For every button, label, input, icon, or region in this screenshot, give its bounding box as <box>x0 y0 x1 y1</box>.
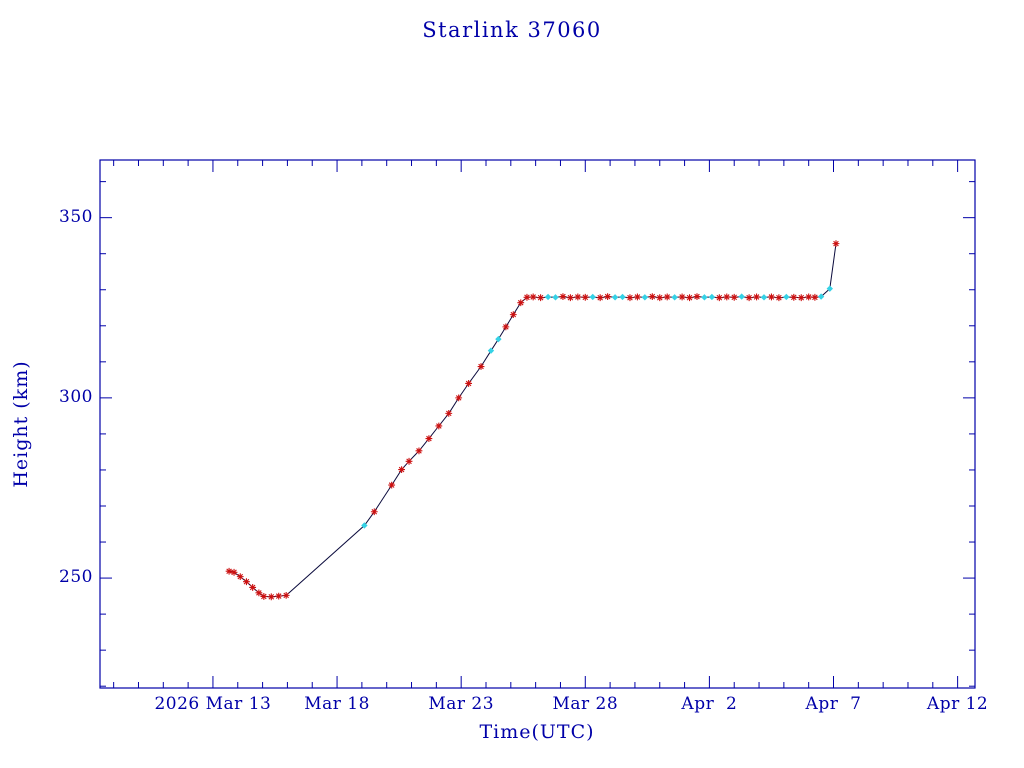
marker-red-asterisk <box>517 299 525 307</box>
marker-cyan-diamond <box>611 294 619 301</box>
marker-red-asterisk <box>693 293 701 300</box>
marker-red-asterisk <box>425 435 433 442</box>
marker-cyan-diamond <box>361 522 368 529</box>
y-axis-label: Height (km) <box>10 360 32 488</box>
marker-red-asterisk <box>529 293 537 301</box>
height-line <box>228 243 837 598</box>
marker-red-asterisk <box>465 380 473 387</box>
marker-red-asterisk <box>267 593 275 601</box>
marker-red-asterisk <box>797 294 805 302</box>
marker-red-asterisk <box>435 422 443 430</box>
marker-red-asterisk <box>745 294 753 302</box>
marker-cyan-diamond <box>552 294 559 301</box>
marker-red-asterisk <box>790 293 798 301</box>
marker-red-asterisk <box>805 293 813 301</box>
plot-frame <box>99 159 976 689</box>
marker-red-asterisk <box>455 394 463 402</box>
marker-red-asterisk <box>596 294 604 302</box>
marker-red-asterisk <box>723 293 731 301</box>
marker-red-asterisk <box>236 573 244 581</box>
marker-red-asterisk <box>626 294 634 302</box>
marker-red-asterisk <box>415 447 423 455</box>
marker-cyan-diamond <box>738 293 745 300</box>
marker-red-asterisk <box>730 293 738 301</box>
marker-red-asterisk <box>477 363 485 370</box>
marker-red-asterisk <box>260 593 268 600</box>
marker-cyan-diamond <box>760 294 768 301</box>
marker-red-asterisk <box>537 294 545 302</box>
marker-cyan-diamond <box>641 294 649 301</box>
marker-red-asterisk <box>255 589 263 597</box>
marker-red-asterisk <box>243 578 250 586</box>
marker-cyan-diamond <box>495 335 502 343</box>
marker-red-asterisk <box>249 584 257 591</box>
marker-red-asterisk <box>686 294 693 302</box>
marker-red-asterisk <box>398 466 405 473</box>
axis-ticks <box>100 160 975 688</box>
marker-red-asterisk <box>775 294 783 302</box>
marker-red-asterisk <box>225 567 233 575</box>
marker-red-asterisk <box>230 568 238 576</box>
marker-red-asterisk <box>811 293 819 301</box>
marker-cyan-diamond <box>783 293 790 301</box>
marker-red-asterisk <box>282 591 290 599</box>
marker-red-asterisk <box>663 293 671 301</box>
marker-cyan-diamond <box>589 293 596 301</box>
marker-red-asterisk <box>768 293 775 301</box>
marker-red-asterisk <box>370 508 378 516</box>
marker-cyan-diamond <box>544 293 552 301</box>
data-markers <box>225 240 840 601</box>
marker-red-asterisk <box>523 293 531 301</box>
x-axis-label: Time(UTC) <box>479 721 595 743</box>
marker-cyan-diamond <box>826 285 833 292</box>
marker-red-asterisk <box>405 457 413 465</box>
marker-red-asterisk <box>581 293 589 301</box>
marker-red-asterisk <box>566 294 574 302</box>
marker-red-asterisk <box>753 293 760 301</box>
marker-red-asterisk <box>502 323 510 331</box>
marker-red-asterisk <box>509 311 517 319</box>
marker-red-asterisk <box>275 592 283 600</box>
chart-title: Starlink 37060 <box>422 18 602 42</box>
marker-cyan-diamond <box>708 293 716 301</box>
marker-red-asterisk <box>715 294 723 302</box>
marker-red-asterisk <box>678 293 686 301</box>
marker-cyan-diamond <box>701 294 708 301</box>
marker-red-asterisk <box>634 293 641 301</box>
marker-red-asterisk <box>648 293 656 300</box>
marker-cyan-diamond <box>817 293 825 300</box>
marker-cyan-diamond <box>487 347 495 354</box>
marker-red-asterisk <box>604 293 612 300</box>
marker-red-asterisk <box>574 293 582 301</box>
marker-red-asterisk <box>388 481 396 489</box>
marker-red-asterisk <box>832 240 840 248</box>
marker-red-asterisk <box>559 293 567 300</box>
marker-cyan-diamond <box>671 294 678 301</box>
marker-cyan-diamond <box>619 293 626 301</box>
marker-red-asterisk <box>445 409 453 417</box>
marker-red-asterisk <box>656 294 664 302</box>
